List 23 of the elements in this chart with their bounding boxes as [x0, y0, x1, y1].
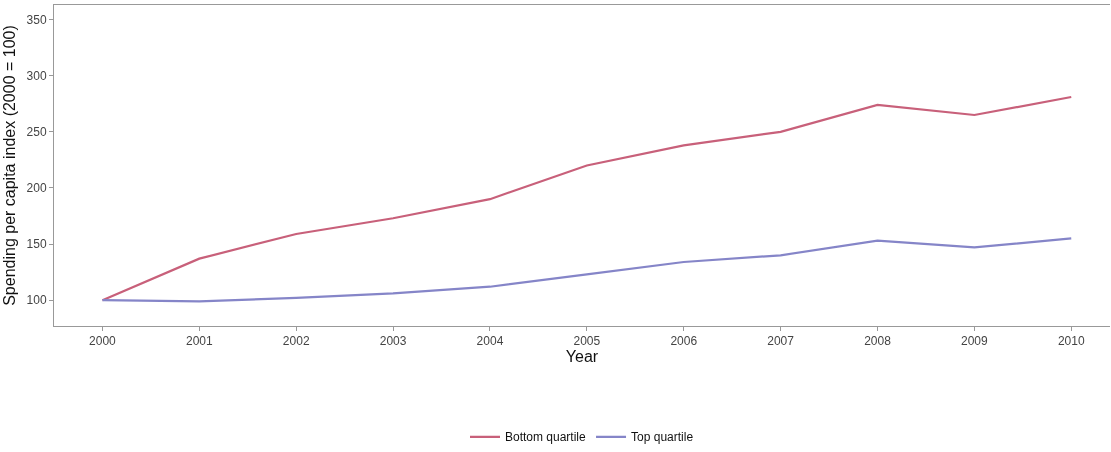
y-tick-label: 200	[26, 181, 47, 196]
x-tick-label: 2006	[670, 334, 698, 349]
line-series	[101, 237, 1073, 303]
legend-label: Bottom quartile	[505, 430, 587, 445]
line-series	[101, 95, 1073, 302]
y-tick-label: 300	[26, 68, 47, 83]
legend-label: Top quartile	[631, 430, 694, 445]
y-tick-label: 250	[26, 125, 47, 140]
x-tick-label: 2007	[767, 334, 795, 349]
x-tick-label: 2003	[379, 334, 407, 349]
y-tick-label: 150	[26, 237, 47, 252]
y-tick-label: 350	[26, 12, 47, 27]
x-tick-label: 2010	[1057, 334, 1085, 349]
x-tick-label: 2004	[476, 334, 504, 349]
y-axis-title: Spending per capita index (2000 = 100)	[1, 25, 19, 306]
x-tick-label: 2001	[185, 334, 213, 349]
x-tick-label: 2000	[89, 334, 117, 349]
x-tick-label: 2009	[961, 334, 989, 349]
x-tick-label: 2005	[573, 334, 601, 349]
x-tick-label: 2002	[282, 334, 310, 349]
x-axis-title: Year	[565, 348, 599, 366]
x-tick-label: 2008	[864, 334, 892, 349]
y-tick-label: 100	[26, 293, 47, 308]
